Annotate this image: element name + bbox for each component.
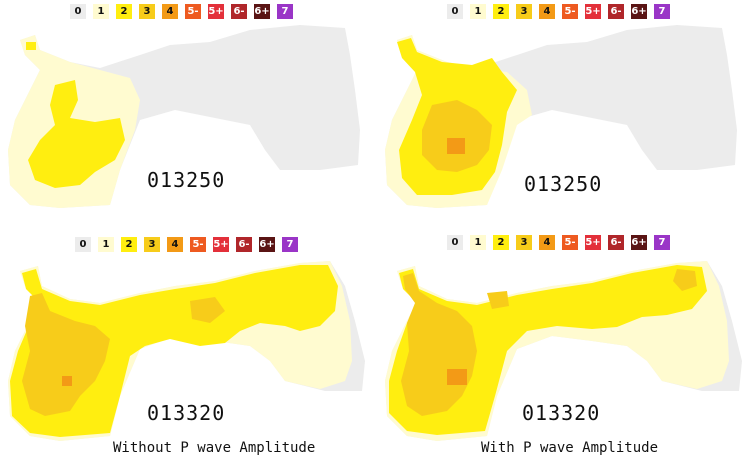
legend-swatch-5minus: 5- [562,235,578,250]
intensity-map [385,25,737,208]
map-panel-bottom-right: 0 1 2 3 4 5- 5+ 6- 6+ 7 013320 [377,231,754,462]
legend-swatch-3: 3 [144,237,160,252]
legend-swatch-7: 7 [654,235,670,250]
legend-swatch-6plus: 6+ [631,4,647,19]
timestamp-label: 013250 [147,168,226,192]
legend-swatch-0: 0 [447,4,463,19]
legend-swatch-5plus: 5+ [208,4,224,19]
timestamp-label: 013320 [147,401,226,425]
legend-swatch-1: 1 [93,4,109,19]
intensity-legend: 0 1 2 3 4 5- 5+ 6- 6+ 7 [447,235,670,250]
shaking-zone-3-coast [487,291,509,309]
legend-swatch-6minus: 6- [608,4,624,19]
legend-swatch-6plus: 6+ [631,235,647,250]
legend-swatch-6plus: 6+ [259,237,275,252]
shaking-zone-2 [10,265,338,437]
intensity-map [8,25,360,208]
shaking-zone-3-east [673,269,697,291]
shaking-zone-2 [28,80,125,188]
intensity-map [385,261,742,441]
legend-swatch-0: 0 [75,237,91,252]
legend-swatch-1: 1 [470,235,486,250]
legend-swatch-3: 3 [139,4,155,19]
legend-swatch-4: 4 [162,4,178,19]
legend-swatch-6minus: 6- [236,237,252,252]
legend-swatch-2: 2 [493,235,509,250]
intensity-legend: 0 1 2 3 4 5- 5+ 6- 6+ 7 [75,237,298,252]
legend-swatch-7: 7 [277,4,293,19]
legend-swatch-5minus: 5- [185,4,201,19]
timestamp-label: 013250 [524,172,603,196]
legend-swatch-2: 2 [116,4,132,19]
shaking-zone-4 [62,376,72,386]
caption-right: With P wave Amplitude [481,440,659,456]
legend-swatch-5minus: 5- [190,237,206,252]
legend-swatch-2: 2 [493,4,509,19]
legend-swatch-5plus: 5+ [213,237,229,252]
map-panel-top-right: 0 1 2 3 4 5- 5+ 6- 6+ 7 013250 [377,0,754,231]
legend-swatch-1: 1 [470,4,486,19]
legend-swatch-6plus: 6+ [254,4,270,19]
shaking-zone-3-east [190,297,225,323]
shaking-zone-3 [22,293,110,416]
shaking-zone-3 [422,100,492,172]
shaking-zone-4 [447,369,467,385]
intensity-map [8,261,365,441]
legend-swatch-1: 1 [98,237,114,252]
legend-swatch-6minus: 6- [231,4,247,19]
legend-swatch-4: 4 [539,4,555,19]
legend-swatch-6minus: 6- [608,235,624,250]
legend-swatch-0: 0 [447,235,463,250]
shaking-zone-2-patch [26,42,36,50]
map-panel-top-left: 0 1 2 3 4 5- 5+ 6- 6+ 7 013250 [0,0,377,231]
intensity-legend: 0 1 2 3 4 5- 5+ 6- 6+ 7 [447,4,670,19]
legend-swatch-4: 4 [539,235,555,250]
legend-swatch-5plus: 5+ [585,235,601,250]
intensity-legend: 0 1 2 3 4 5- 5+ 6- 6+ 7 [70,4,293,19]
legend-swatch-7: 7 [654,4,670,19]
legend-swatch-7: 7 [282,237,298,252]
caption-left: Without P wave Amplitude [113,440,316,456]
shaking-zone-2 [389,265,707,435]
legend-swatch-5minus: 5- [562,4,578,19]
timestamp-label: 013320 [522,401,601,425]
legend-swatch-5plus: 5+ [585,4,601,19]
map-panel-bottom-left: 0 1 2 3 4 5- 5+ 6- 6+ 7 013320 [0,231,377,462]
shaking-zone-4 [447,138,465,154]
legend-swatch-2: 2 [121,237,137,252]
legend-swatch-4: 4 [167,237,183,252]
legend-swatch-3: 3 [516,235,532,250]
legend-swatch-0: 0 [70,4,86,19]
legend-swatch-3: 3 [516,4,532,19]
